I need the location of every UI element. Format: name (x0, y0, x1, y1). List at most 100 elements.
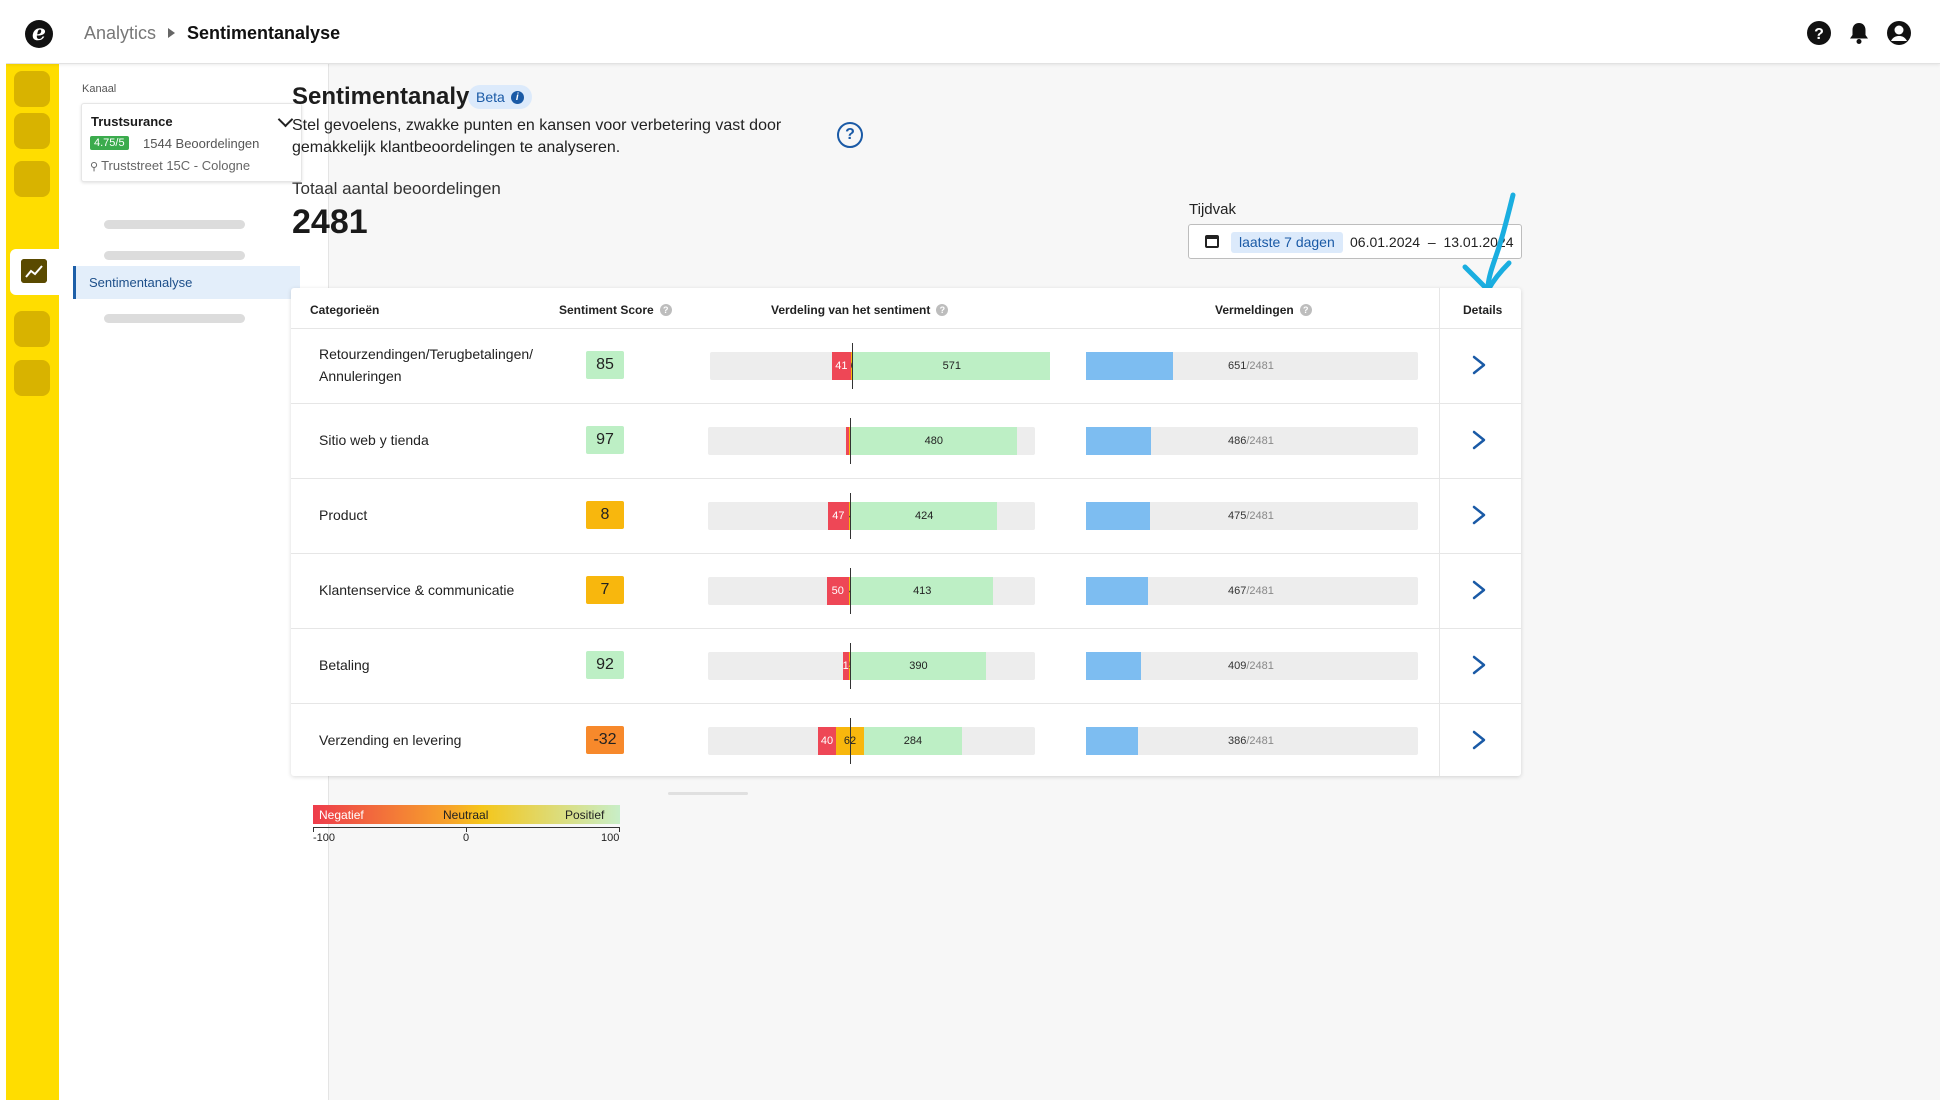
breadcrumb-current: Sentimentanalyse (187, 23, 341, 43)
channel-address-text: Truststreet 15C - Cologne (101, 158, 251, 173)
header-details: Details (1463, 303, 1502, 317)
positive-segment: 284 (863, 727, 962, 755)
rail-item-3[interactable] (14, 161, 50, 197)
beta-label: Beta (476, 89, 505, 105)
nav-placeholder-1[interactable] (104, 220, 245, 229)
mentions-text: 467/2481 (1228, 585, 1274, 597)
mentions-total: /2481 (1246, 585, 1274, 597)
legend-negative: Negatief (319, 808, 364, 822)
positive-segment: 571 (853, 352, 1051, 380)
horizontal-scrollbar[interactable] (668, 792, 748, 795)
legend-max: 100 (601, 832, 620, 844)
chevron-right-icon[interactable] (1471, 505, 1487, 525)
mentions-total: /2481 (1246, 360, 1274, 372)
positive-segment: 480 (851, 427, 1017, 455)
header-score: Sentiment Score? (559, 303, 672, 317)
channel-label: Kanaal (82, 83, 117, 95)
mentions-bar: 475/2481 (1086, 502, 1418, 530)
chevron-right-icon[interactable] (1471, 655, 1487, 675)
legend-min: -100 (313, 832, 336, 844)
category-name: Klantenservice & communicatie (319, 582, 515, 598)
date-end: 13.01.2024 (1443, 234, 1514, 250)
help-icon[interactable]: ? (1806, 20, 1832, 46)
table-row: Sitio web y tienda 97 480 486/2481 (291, 403, 1521, 479)
date-separator: – (1427, 234, 1436, 250)
question-icon[interactable]: ? (837, 122, 863, 148)
date-start: 06.01.2024 (1350, 234, 1421, 250)
legend-gradient (313, 805, 620, 824)
sentiment-distribution-bar: 480 (708, 418, 1035, 464)
chevron-down-icon[interactable] (277, 111, 294, 128)
mentions-total: /2481 (1246, 510, 1274, 522)
info-icon[interactable]: ? (936, 304, 949, 316)
bell-icon[interactable] (1846, 20, 1872, 46)
table-row: Retourzendingen/Terugbetalingen/ Annuler… (291, 328, 1521, 404)
total-reviews-value: 2481 (292, 203, 368, 241)
details-column-divider (1439, 288, 1440, 776)
sentiment-score: 7 (586, 576, 624, 604)
zero-line (850, 643, 851, 689)
period-label: Tijdvak (1189, 201, 1236, 218)
negative-segment: 40 (818, 727, 837, 755)
negative-segment: 14 (842, 652, 849, 680)
negative-segment: 50 (826, 577, 849, 605)
rail-item-5[interactable] (14, 311, 50, 347)
channel-name: Trustsurance (91, 114, 173, 129)
table-row: Verzending en levering -32 40 62 284 386… (291, 703, 1521, 778)
chevron-right-icon[interactable] (1471, 430, 1487, 450)
category-name: Betaling (319, 657, 370, 673)
app-logo[interactable]: e (25, 20, 53, 48)
negative-segment (846, 427, 849, 455)
mentions-count: 651 (1228, 360, 1247, 372)
neutral-segment: 6 (850, 352, 854, 380)
category-name: Sitio web y tienda (319, 432, 429, 448)
nav-placeholder-3[interactable] (104, 314, 245, 323)
legend-positive: Positief (565, 808, 605, 822)
page-subtitle: Stel gevoelens, zwakke punten en kansen … (292, 117, 782, 156)
rail-item-2[interactable] (14, 113, 50, 149)
header-categories-label: Categorieën (310, 303, 380, 317)
rail-item-analytics[interactable] (10, 249, 64, 295)
mentions-fill (1086, 352, 1173, 380)
mentions-text: 651/2481 (1228, 360, 1274, 372)
header-distribution-label: Verdeling van het sentiment (771, 303, 931, 317)
nav-placeholder-2[interactable] (104, 251, 245, 260)
header-mentions: Vermeldingen? (1215, 303, 1312, 317)
chevron-right-icon[interactable] (1471, 730, 1487, 750)
header-categories: Categorieën (310, 303, 379, 317)
info-icon[interactable]: ? (659, 304, 672, 316)
sentiment-distribution-bar: 50 4 413 (708, 568, 1035, 614)
positive-segment: 390 (851, 652, 986, 680)
sentiment-score: 92 (586, 651, 624, 679)
review-count: 1544 Beoordelingen (143, 136, 260, 151)
rail-item-1[interactable] (14, 71, 50, 107)
header-score-label: Sentiment Score (559, 303, 654, 317)
zero-line (850, 418, 851, 464)
positive-segment: 413 (851, 577, 994, 605)
mentions-fill (1086, 577, 1148, 605)
sentiment-distribution-bar: 47 4 424 (708, 493, 1035, 539)
mentions-text: 386/2481 (1228, 735, 1274, 747)
breadcrumb-analytics[interactable]: Analytics (84, 23, 157, 43)
breadcrumb-separator-icon (168, 28, 176, 38)
sidebar-item-label: Sentimentanalyse (89, 275, 193, 290)
table-row: Betaling 92 14 5 390 409/2481 (291, 628, 1521, 704)
user-icon[interactable] (1886, 20, 1912, 46)
svg-text:?: ? (1814, 26, 1824, 43)
mentions-text: 409/2481 (1228, 660, 1274, 672)
period-preset-chip[interactable]: laatste 7 dagen (1231, 232, 1343, 253)
zero-line (850, 568, 851, 614)
mentions-bar: 651/2481 (1086, 352, 1418, 380)
chevron-right-icon[interactable] (1471, 580, 1487, 600)
sentiment-score: 85 (586, 351, 624, 379)
date-range-picker[interactable]: laatste 7 dagen 06.01.2024 – 13.01.2024 (1188, 224, 1522, 259)
header-actions: ? (1806, 20, 1912, 46)
sidebar-item-sentimentanalyse[interactable]: Sentimentanalyse (73, 266, 300, 299)
chevron-right-icon[interactable] (1471, 355, 1487, 375)
channel-selector[interactable]: Trustsurance 4.75/5 1544 Beoordelingen ⚲… (81, 103, 302, 182)
info-icon[interactable]: i (510, 90, 524, 104)
side-panel: Kanaal Trustsurance 4.75/5 1544 Beoordel… (59, 63, 329, 1100)
info-icon[interactable]: ? (1299, 304, 1312, 316)
rail-item-6[interactable] (14, 360, 50, 396)
sentiment-score: 97 (586, 426, 624, 454)
